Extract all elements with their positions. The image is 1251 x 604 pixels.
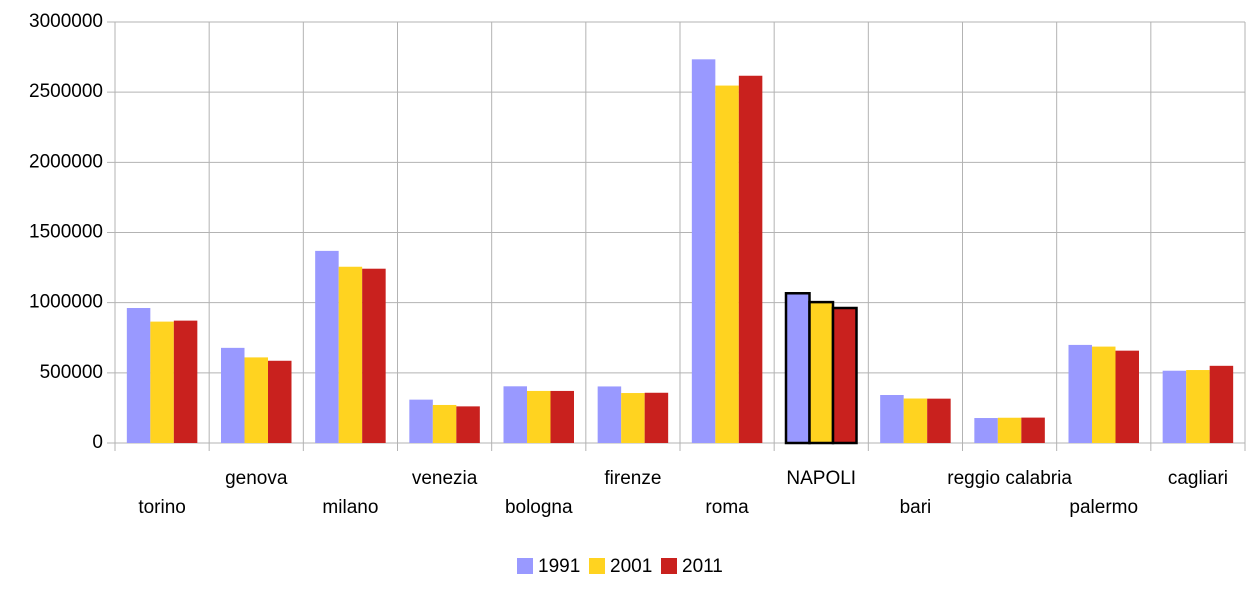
bar	[268, 360, 292, 443]
legend-swatch	[517, 558, 533, 574]
y-tick-label: 3000000	[29, 11, 103, 32]
x-tick-label: palermo	[1069, 497, 1138, 518]
bar	[927, 398, 951, 443]
y-tick-label: 0	[92, 432, 103, 453]
bar	[338, 266, 363, 443]
bar	[831, 306, 858, 445]
x-tick-label: milano	[322, 497, 378, 518]
bar	[527, 390, 551, 443]
bar	[808, 300, 835, 445]
y-tick-label: 2500000	[29, 81, 103, 102]
bar	[1021, 417, 1045, 443]
x-tick-label: bari	[900, 497, 932, 518]
bar	[715, 85, 739, 444]
bar	[315, 250, 339, 443]
bar	[456, 406, 480, 443]
bar	[1115, 350, 1139, 443]
bar	[997, 417, 1022, 443]
bar	[1209, 365, 1234, 443]
bar	[550, 390, 574, 443]
bar	[1162, 370, 1187, 443]
bar	[221, 347, 245, 443]
bar	[1092, 346, 1116, 443]
x-tick-label: NAPOLI	[786, 468, 856, 489]
x-tick-label: torino	[138, 497, 186, 518]
bar	[691, 59, 716, 443]
bar	[244, 357, 268, 443]
legend-swatch	[589, 558, 605, 574]
legend-label: 2011	[682, 556, 723, 577]
x-tick-label: bologna	[505, 497, 573, 518]
bar	[597, 386, 622, 443]
bar	[409, 399, 433, 443]
bar	[738, 75, 763, 443]
bar	[903, 398, 928, 443]
bar	[784, 292, 811, 445]
bar	[1186, 370, 1210, 443]
y-tick-label: 1500000	[29, 222, 103, 243]
bar	[880, 395, 904, 443]
x-tick-label: venezia	[412, 468, 478, 489]
x-tick-label: firenze	[604, 468, 661, 489]
legend-label: 2001	[610, 556, 652, 577]
bar	[644, 392, 669, 443]
x-tick-label: cagliari	[1168, 468, 1228, 489]
x-tick-label: reggio calabria	[947, 468, 1072, 489]
y-tick-label: 2000000	[29, 151, 103, 172]
y-tick-label: 500000	[40, 362, 103, 383]
bar	[150, 321, 174, 443]
legend-swatch	[661, 558, 677, 574]
x-tick-label: roma	[705, 497, 749, 518]
bar	[362, 268, 386, 443]
bar	[173, 320, 198, 443]
legend-label: 1991	[538, 556, 580, 577]
x-tick-label: genova	[225, 468, 288, 489]
y-tick-label: 1000000	[29, 292, 103, 313]
bar	[503, 386, 527, 443]
bar	[126, 307, 151, 443]
bar	[1068, 344, 1092, 443]
bar	[621, 393, 645, 443]
bar	[974, 418, 998, 443]
bar	[432, 404, 457, 443]
